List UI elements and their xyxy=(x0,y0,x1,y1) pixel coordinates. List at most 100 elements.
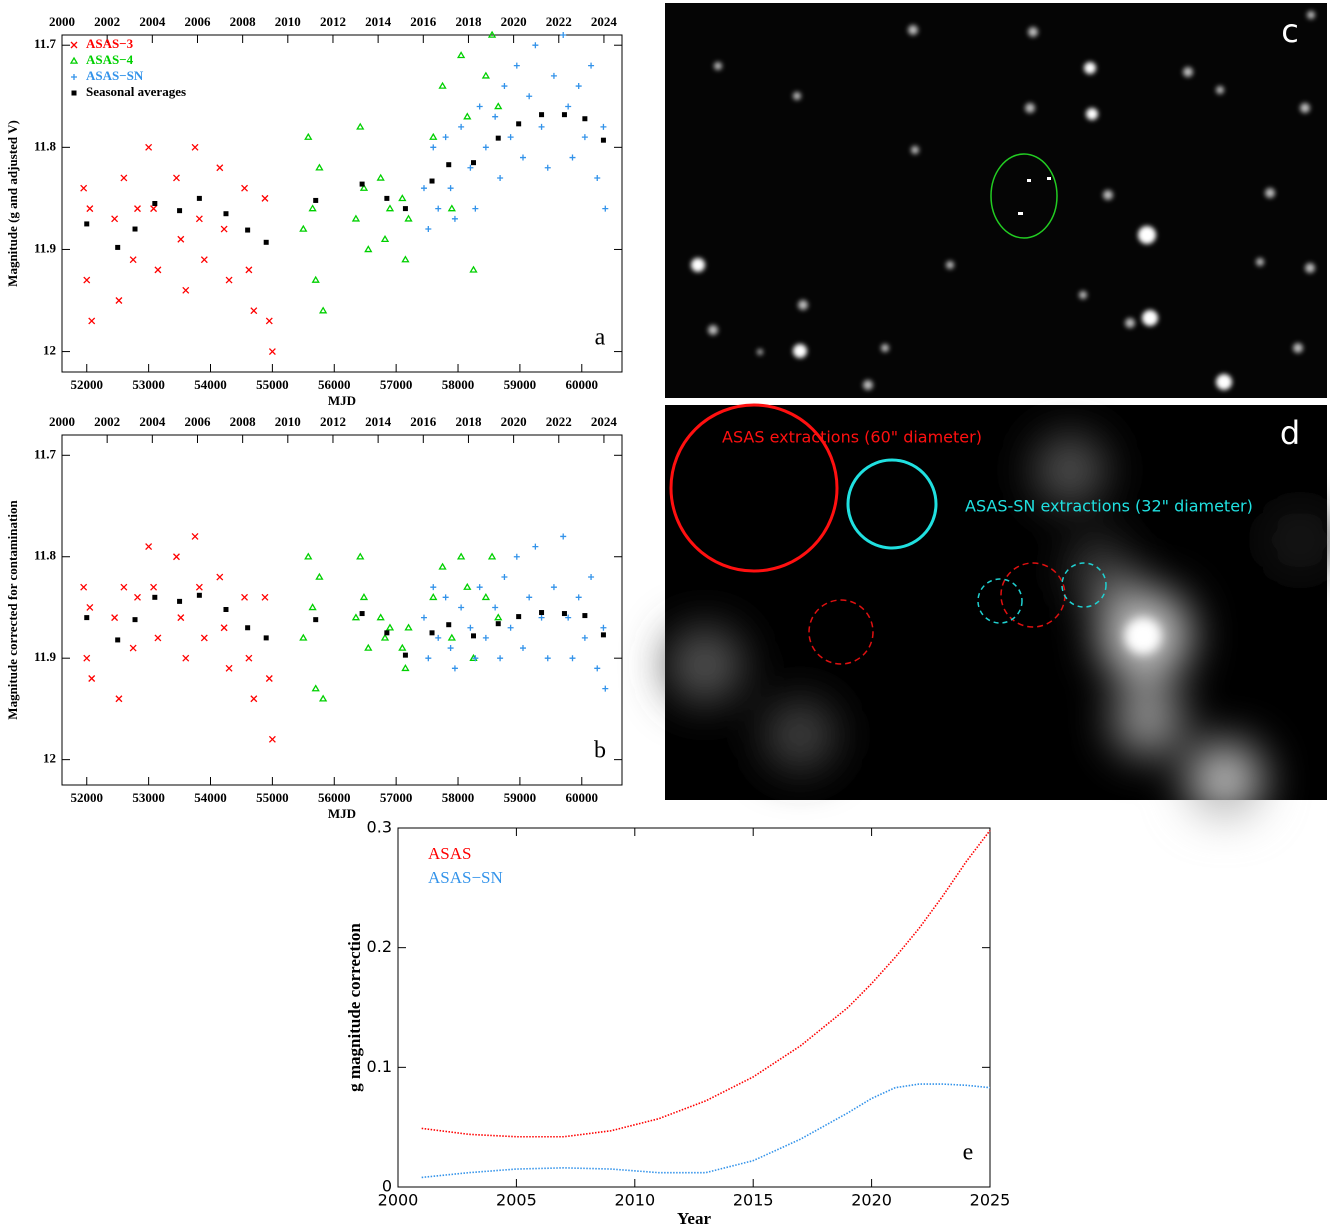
legend-label: Seasonal averages xyxy=(86,84,186,99)
data-point xyxy=(191,532,199,540)
data-point xyxy=(467,164,474,171)
data-point xyxy=(195,215,203,223)
x2-tick-label: 2012 xyxy=(320,414,346,429)
data-point xyxy=(134,593,141,601)
data-point xyxy=(602,205,609,212)
data-point xyxy=(513,62,520,69)
annotation: ASAS-SN extractions (32" diameter) xyxy=(965,497,1253,516)
data-point xyxy=(429,593,438,601)
data-point xyxy=(463,112,472,120)
data-point xyxy=(420,185,427,192)
data-point xyxy=(401,664,410,672)
legend-marker xyxy=(69,56,79,64)
data-point xyxy=(115,695,123,703)
data-point xyxy=(561,611,567,617)
target-ellipse xyxy=(990,153,1058,239)
x2-tick-label: 2006 xyxy=(184,14,211,29)
data-point xyxy=(519,645,526,652)
panel-label: b xyxy=(594,738,606,764)
x2-tick-label: 2024 xyxy=(591,414,618,429)
x2-tick-label: 2000 xyxy=(49,414,75,429)
y-tick-label: 11.8 xyxy=(34,138,57,153)
star-field xyxy=(691,11,1315,390)
data-point xyxy=(318,306,328,314)
data-point xyxy=(481,593,491,601)
data-point xyxy=(83,276,91,284)
x2-tick-label: 2018 xyxy=(455,14,482,29)
data-point xyxy=(196,195,202,201)
data-point xyxy=(223,606,229,612)
data-point xyxy=(299,633,308,641)
x2-tick-label: 2008 xyxy=(230,414,257,429)
data-point xyxy=(404,214,413,222)
x2-tick-label: 2018 xyxy=(455,414,482,429)
data-point xyxy=(519,154,526,161)
annotation: ASAS extractions (60" diameter) xyxy=(722,428,982,447)
data-point xyxy=(538,123,545,130)
data-point xyxy=(458,123,465,130)
data-point xyxy=(446,622,452,628)
data-point xyxy=(120,174,128,182)
asassn-aperture-dashed xyxy=(1061,562,1107,608)
data-point xyxy=(173,174,180,182)
data-point xyxy=(177,208,183,214)
x-tick-label: 60000 xyxy=(566,790,599,805)
data-point xyxy=(129,256,137,264)
data-point xyxy=(191,143,199,151)
data-point xyxy=(425,226,432,233)
x-tick-label: 54000 xyxy=(194,790,227,805)
data-point xyxy=(129,644,137,652)
x-tick-label: 57000 xyxy=(380,790,413,805)
data-point xyxy=(84,615,90,621)
data-point xyxy=(565,614,572,621)
data-point xyxy=(539,112,545,118)
x2-tick-label: 2020 xyxy=(501,14,527,29)
x-tick-label: 53000 xyxy=(132,377,165,392)
data-point xyxy=(476,584,483,591)
data-point xyxy=(430,584,437,591)
data-point xyxy=(80,184,88,192)
data-point xyxy=(495,621,501,627)
data-point xyxy=(401,255,410,263)
data-point xyxy=(380,234,390,242)
data-point xyxy=(376,613,385,621)
x2-tick-label: 2004 xyxy=(139,414,166,429)
data-point xyxy=(177,614,185,622)
y-tick-label: 11.7 xyxy=(34,446,57,461)
x-tick-label: 2020 xyxy=(851,1191,892,1210)
data-point xyxy=(216,164,224,172)
data-point xyxy=(458,604,465,611)
data-point xyxy=(315,572,324,580)
y-tick-label: 0.2 xyxy=(367,937,392,956)
data-point xyxy=(494,102,503,110)
data-line xyxy=(421,829,991,1138)
data-point xyxy=(470,160,476,166)
data-point xyxy=(152,201,158,206)
data-point xyxy=(429,178,435,184)
y-tick-label: 12 xyxy=(43,751,56,766)
data-point xyxy=(315,163,324,171)
data-point xyxy=(380,633,390,641)
x-axis-label: Year xyxy=(677,1209,711,1228)
data-point xyxy=(154,634,162,642)
data-point xyxy=(177,598,183,604)
data-point xyxy=(83,654,91,662)
data-point xyxy=(581,134,588,141)
x-tick-label: 55000 xyxy=(256,377,289,392)
target-pixel xyxy=(1027,179,1031,182)
y-tick-label: 0.3 xyxy=(367,818,392,837)
data-point xyxy=(575,594,582,601)
data-point xyxy=(582,613,588,619)
legend-label: ASAS−4 xyxy=(86,52,134,67)
data-point xyxy=(456,51,466,59)
data-point xyxy=(398,194,407,202)
data-point xyxy=(384,195,390,201)
plot-frame xyxy=(397,827,991,1188)
legend-label: ASAS−SN xyxy=(86,68,144,83)
data-point xyxy=(200,256,208,264)
data-point xyxy=(134,205,141,213)
x2-tick-label: 2008 xyxy=(230,14,257,29)
x-tick-label: 52000 xyxy=(71,377,104,392)
data-point xyxy=(539,610,545,616)
data-point xyxy=(550,72,557,79)
